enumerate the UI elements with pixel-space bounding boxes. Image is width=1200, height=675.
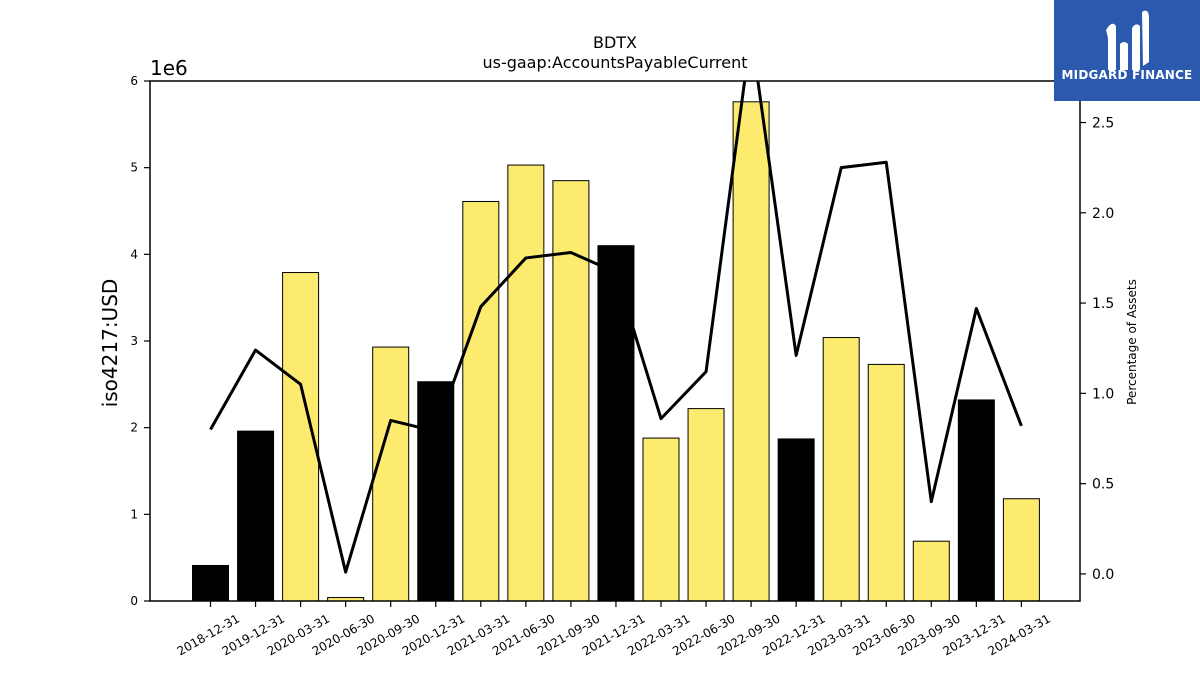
bar-2021-12-31 [597, 245, 635, 602]
midgard-logo-icon [1106, 10, 1149, 70]
y-tick-label: 6 [130, 74, 138, 88]
y2-axis-title: Percentage of Assets [1125, 279, 1139, 405]
y-tick-label: 5 [130, 161, 138, 175]
bar-2019-12-31 [237, 430, 275, 602]
bar-2023-03-31 [822, 337, 860, 602]
bar-2023-12-31 [957, 399, 995, 602]
bar-2021-03-31 [462, 200, 500, 602]
bar-2022-09-30 [732, 101, 770, 602]
y2-tick-label: 0.0 [1092, 567, 1114, 583]
bar-2022-12-31 [777, 438, 815, 602]
bar-2022-06-30 [687, 408, 725, 602]
bar-2021-06-30 [507, 164, 545, 602]
bar-2022-03-31 [642, 437, 680, 602]
y-tick-label: 2 [130, 421, 138, 435]
bar-2023-09-30 [912, 540, 950, 602]
percentage-of-assets-line [209, 81, 1023, 574]
y-offset-label: 1e6 [150, 56, 188, 80]
logo-text: MIDGARD FINANCE [1061, 68, 1193, 82]
y-tick-label: 0 [130, 594, 138, 608]
y2-tick-label: 0.5 [1092, 477, 1114, 493]
bar-2021-09-30 [552, 180, 590, 602]
chart-title: BDTX [593, 33, 637, 52]
bar-2020-12-31 [417, 381, 455, 602]
y-axis-title: iso4217:USD [98, 279, 122, 408]
bar-2020-09-30 [372, 346, 410, 602]
bar-2024-03-31 [1002, 498, 1040, 602]
chart-subtitle: us-gaap:AccountsPayableCurrent [482, 53, 747, 72]
y2-tick-label: 2.0 [1092, 206, 1114, 222]
y2-tick-label: 1.5 [1092, 296, 1114, 312]
bar-2023-06-30 [867, 363, 905, 602]
y2-tick-label: 1.0 [1092, 386, 1114, 402]
y-tick-label: 1 [130, 507, 138, 521]
bar-2018-12-31 [192, 564, 229, 602]
y2-tick-label: 2.5 [1092, 116, 1114, 132]
y-tick-label: 4 [130, 247, 138, 261]
y-tick-label: 3 [130, 334, 138, 348]
line-group [209, 81, 1023, 574]
midgard-finance-logo: MIDGARD FINANCE [1054, 0, 1200, 101]
